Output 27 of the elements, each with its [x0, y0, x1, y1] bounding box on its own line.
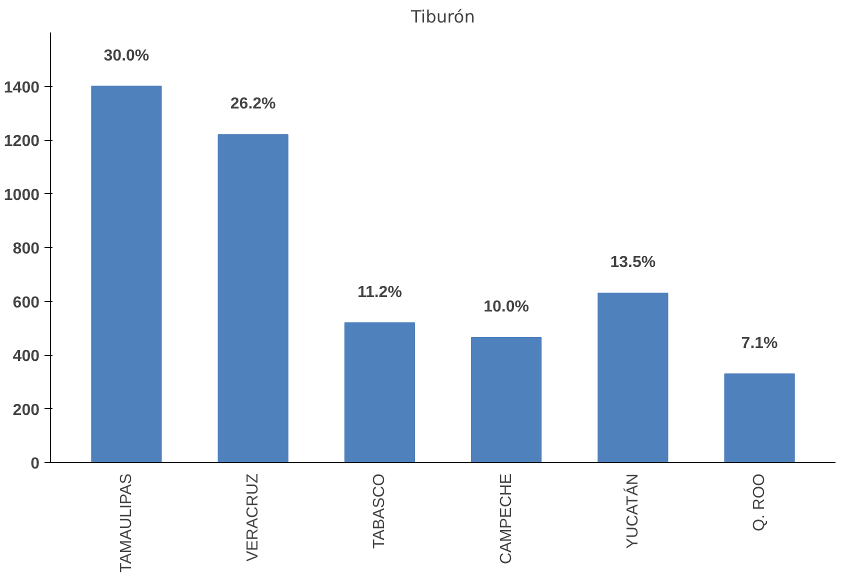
- x-tick-label: CAMPECHE: [498, 473, 515, 564]
- y-tick-label: 1000: [4, 186, 40, 204]
- x-tick-label: YUCATÁN: [623, 474, 642, 549]
- y-tick-label: 0: [30, 456, 40, 472]
- y-tick-label: 1400: [4, 79, 40, 96]
- x-tick-label: Q. ROO: [751, 474, 768, 532]
- y-tick-label: 400: [12, 348, 40, 365]
- bar: [218, 134, 288, 462]
- annotation: 26.2%: [230, 96, 276, 113]
- y-tick-label: 1200: [4, 133, 40, 150]
- bar: [91, 86, 162, 462]
- annotation: 10.0%: [484, 298, 529, 316]
- annotation: 7.1%: [741, 334, 778, 352]
- x-tick-label: VERACRUZ: [244, 473, 262, 562]
- annotation: 13.5%: [610, 254, 656, 272]
- bar: [344, 322, 416, 462]
- x-tick-label: TAMAULIPAS: [118, 474, 135, 572]
- annotation: 30.0%: [104, 47, 150, 64]
- y-tick-label: 800: [12, 240, 40, 258]
- y-tick-label: 200: [12, 402, 40, 419]
- y-tick-label: 600: [12, 294, 40, 312]
- bar: [470, 337, 542, 462]
- chart-title: Tiburón: [410, 8, 475, 28]
- bar: [724, 373, 795, 462]
- x-tick-label: TABASCO: [371, 473, 388, 549]
- bar: [598, 292, 668, 462]
- annotation: 11.2%: [357, 284, 402, 301]
